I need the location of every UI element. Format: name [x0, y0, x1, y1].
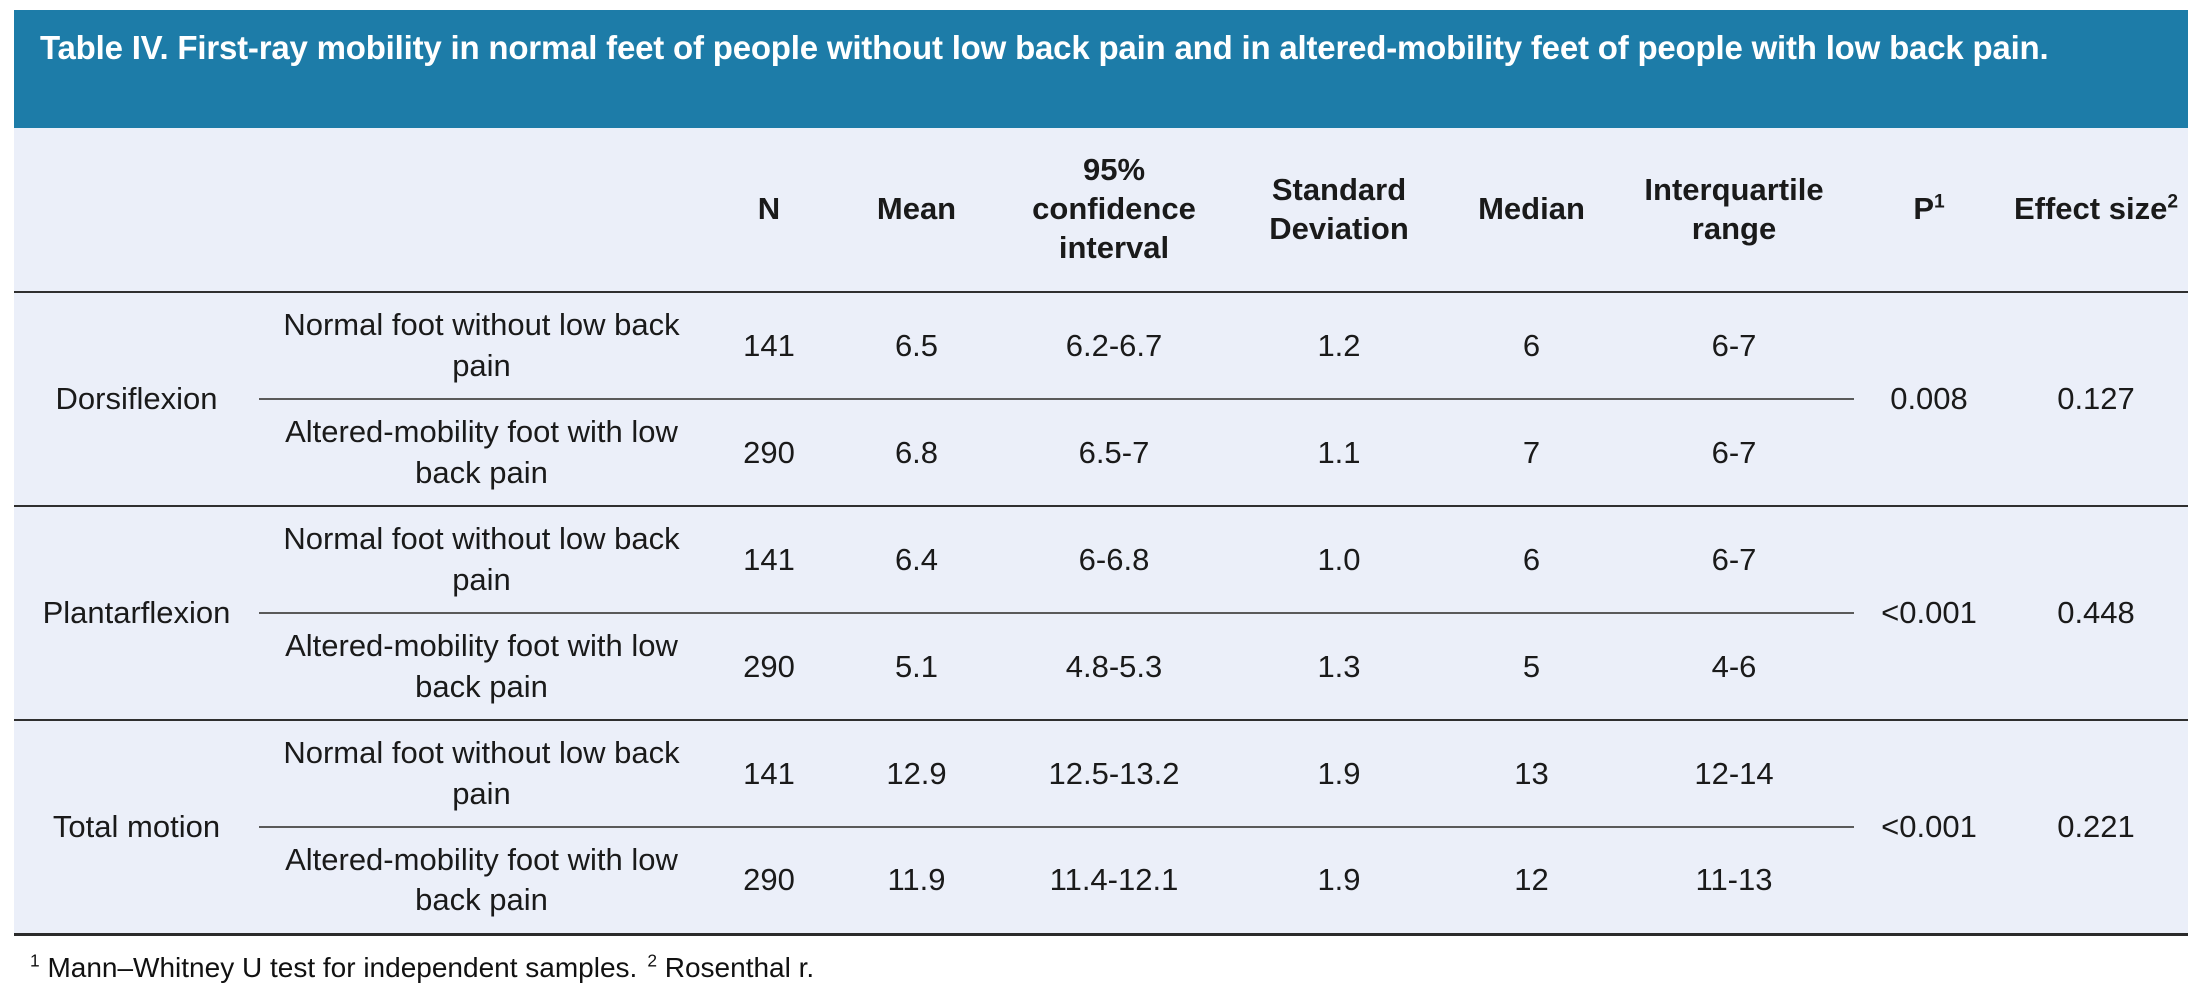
footnote-1-sup: 1: [30, 950, 40, 971]
n-cell: 141: [704, 506, 834, 614]
iqr-cell: 12-14: [1614, 720, 1854, 828]
footnote-2-text: Rosenthal r.: [664, 951, 815, 983]
header-p: P1: [1854, 128, 2004, 292]
median-cell: 5: [1522, 648, 1541, 684]
mean-cell: 12.9: [834, 720, 999, 828]
table-row: Altered-mobility foot with low back pain…: [14, 399, 2188, 506]
median-cell: 6: [1449, 506, 1614, 614]
header-row: N Mean 95% confidence interval Standard …: [14, 128, 2188, 292]
footnote-1-text: Mann–Whitney U test for independent samp…: [47, 951, 638, 983]
n-cell: 141: [704, 292, 834, 400]
group-plantarflexion: Plantarflexion Normal foot without low b…: [14, 506, 2188, 720]
n-cell: 290: [743, 862, 795, 898]
mean-cell: 6.5: [834, 292, 999, 400]
table-row: Dorsiflexion Normal foot without low bac…: [14, 292, 2188, 416]
group-label-cell: Dorsiflexion: [55, 381, 218, 416]
group-label-cell: Total motion: [52, 808, 221, 844]
table-row: Total motion Normal foot without low bac…: [14, 720, 2188, 844]
iqr-cell: 6-7: [1614, 506, 1854, 614]
condition-cell: Altered-mobility foot with low back pain: [285, 841, 678, 918]
sd-cell: 1.3: [1317, 648, 1361, 684]
group-label-cell: Plantarflexion: [42, 595, 231, 630]
ci-cell: 6-6.8: [999, 506, 1229, 614]
effect-size-cell: 0.221: [2057, 808, 2135, 844]
sd-cell: 1.2: [1229, 292, 1449, 400]
footnote-1: 1 Mann–Whitney U test for independent sa…: [30, 950, 638, 983]
condition-cell: Altered-mobility foot with low back pain: [285, 414, 678, 490]
ci-cell: 6.2-6.7: [999, 292, 1229, 400]
table-row: Altered-mobility foot with low back pain…: [14, 827, 2188, 934]
sd-cell: 1.0: [1229, 506, 1449, 614]
footnote-2-sup: 2: [647, 950, 657, 971]
ci-cell: 12.5-13.2: [999, 720, 1229, 828]
effect-size-cell: 0.448: [2057, 595, 2135, 630]
group-total-motion: Total motion Normal foot without low bac…: [14, 720, 2188, 934]
condition-cell: Normal foot without low back pain: [259, 292, 704, 400]
header-empty-condition: [259, 128, 704, 292]
header-effect-size-label: Effect size: [2013, 191, 2168, 227]
ci-cell: 6.5-7: [1078, 434, 1150, 470]
n-cell: 290: [743, 434, 795, 470]
header-effect-size: Effect size2: [2004, 128, 2188, 292]
mean-cell: 5.1: [894, 648, 939, 684]
table-row: Altered-mobility foot with low back pain…: [14, 613, 2188, 720]
ci-cell: 11.4-12.1: [1049, 862, 1179, 898]
n-cell: 290: [743, 648, 795, 684]
iqr-cell: 6-7: [1711, 434, 1757, 470]
p-value-cell: 0.008: [1890, 381, 1968, 416]
median-cell: 12: [1514, 862, 1549, 898]
p-value-cell: <0.001: [1881, 595, 1977, 630]
condition-cell: Normal foot without low back pain: [259, 720, 704, 828]
sd-cell: 1.1: [1317, 434, 1361, 470]
median-cell: 13: [1449, 720, 1614, 828]
ci-cell: 4.8-5.3: [1065, 648, 1163, 684]
footnote-2: 2 Rosenthal r.: [647, 950, 815, 983]
header-mean: Mean: [876, 191, 957, 227]
header-ci: 95% confidence interval: [1032, 152, 1196, 265]
table-figure: Table IV. First-ray mobility in normal f…: [14, 10, 2188, 984]
effect-size-cell: 0.127: [2057, 381, 2135, 416]
header-n: N: [757, 191, 781, 227]
median-cell: 7: [1522, 434, 1541, 470]
median-cell: 6: [1449, 292, 1614, 400]
header-median: Median: [1478, 191, 1585, 227]
table-row: Plantarflexion Normal foot without low b…: [14, 506, 2188, 630]
table-title: Table IV. First-ray mobility in normal f…: [14, 10, 2188, 128]
mean-cell: 6.8: [894, 434, 939, 470]
table-header: N Mean 95% confidence interval Standard …: [14, 128, 2188, 292]
header-iqr: Interquartile range: [1644, 171, 1824, 246]
header-p-sup: 1: [1934, 191, 1945, 213]
sd-cell: 1.9: [1317, 862, 1361, 898]
mean-cell: 6.4: [834, 506, 999, 614]
data-table: N Mean 95% confidence interval Standard …: [14, 128, 2188, 936]
mean-cell: 11.9: [887, 862, 946, 898]
p-value-cell: <0.001: [1881, 808, 1977, 844]
table-footnote: 1 Mann–Whitney U test for independent sa…: [30, 950, 2188, 984]
sd-cell: 1.9: [1229, 720, 1449, 828]
header-effect-size-sup: 2: [2167, 191, 2179, 213]
header-empty-group: [14, 128, 259, 292]
header-sd: Standard Deviation: [1269, 171, 1409, 246]
condition-cell: Normal foot without low back pain: [259, 506, 704, 614]
header-p-label: P: [1913, 191, 1934, 227]
group-dorsiflexion: Dorsiflexion Normal foot without low bac…: [14, 292, 2188, 506]
iqr-cell: 6-7: [1614, 292, 1854, 400]
condition-cell: Altered-mobility foot with low back pain: [285, 628, 678, 704]
iqr-cell: 11-13: [1695, 862, 1773, 898]
n-cell: 141: [704, 720, 834, 828]
iqr-cell: 4-6: [1711, 648, 1757, 684]
